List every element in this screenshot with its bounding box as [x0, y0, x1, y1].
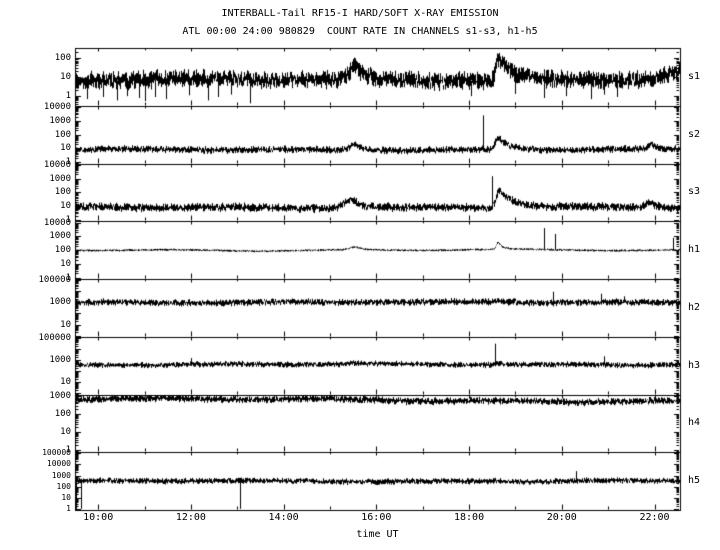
chart-title: INTERBALL-Tail RF15-I HARD/SOFT X-RAY EM…	[221, 8, 499, 19]
chart-subtitle: ATL 00:00 24:00 980829 COUNT RATE IN CHA…	[182, 26, 538, 37]
x-axis-title: time UT	[356, 529, 399, 540]
